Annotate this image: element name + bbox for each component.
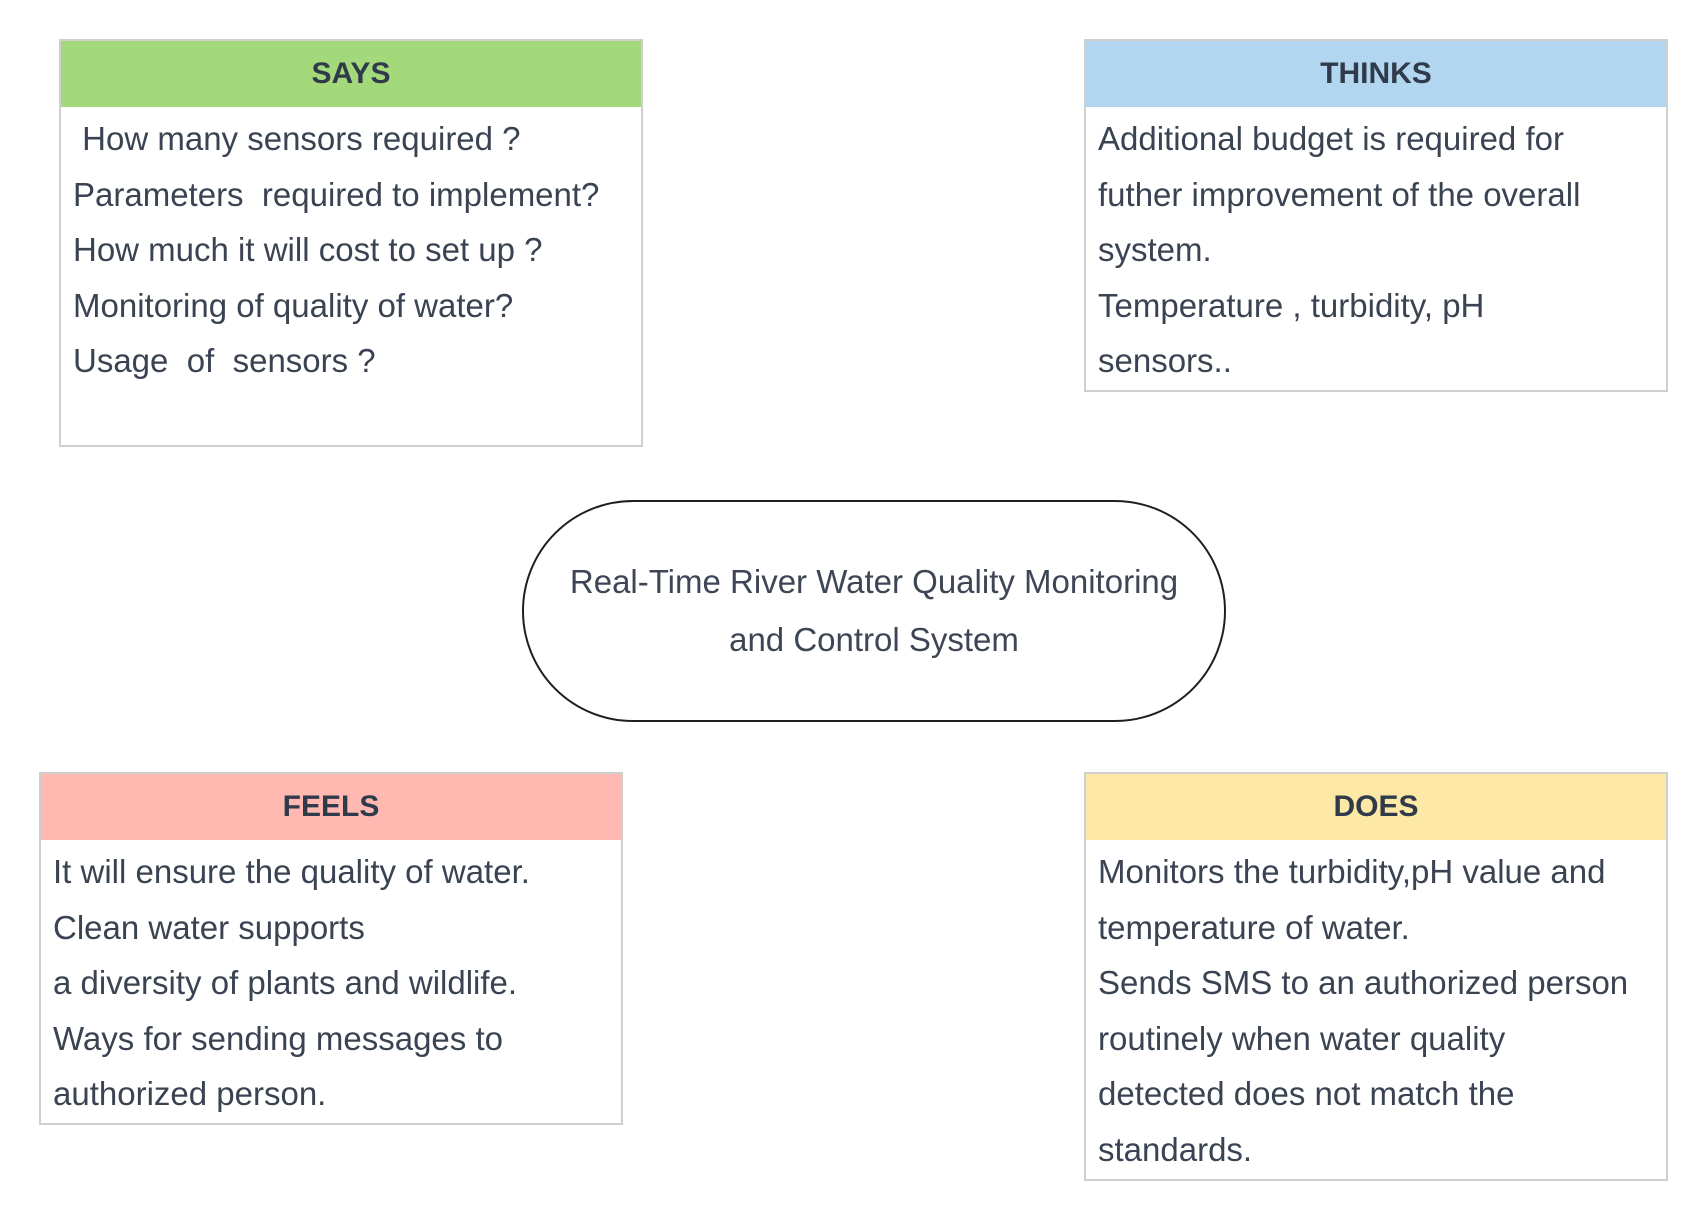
does-body: Monitors the turbidity,pH value and temp… [1086, 840, 1666, 1177]
center-topic-oval: Real-Time River Water Quality Monitoring… [522, 500, 1226, 722]
does-box: DOES Monitors the turbidity,pH value and… [1084, 772, 1668, 1181]
feels-body: It will ensure the quality of water. Cle… [41, 840, 621, 1122]
does-line: Monitors the turbidity,pH value and [1098, 853, 1606, 890]
says-box: SAYS How many sensors required ? Paramet… [59, 39, 643, 447]
says-line: Parameters required to implement? [73, 175, 600, 213]
feels-line: authorized person. [53, 1075, 327, 1112]
feels-line: a diversity of plants and wildlife. [53, 964, 518, 1001]
says-line: How many sensors required ? [73, 120, 521, 157]
says-line: Monitoring of quality of water? [73, 286, 514, 324]
feels-line: Clean water supports [53, 908, 365, 946]
does-line: routinely when water quality [1098, 1019, 1506, 1057]
thinks-line: futher improvement of the overall [1098, 175, 1581, 213]
does-header: DOES [1086, 774, 1666, 840]
feels-box: FEELS It will ensure the quality of wate… [39, 772, 623, 1125]
feels-header: FEELS [41, 774, 621, 840]
thinks-line: Additional budget is required for [1098, 120, 1564, 157]
feels-line: It will ensure the quality of water. [53, 853, 530, 890]
does-line: temperature of water. [1098, 908, 1410, 946]
says-header: SAYS [61, 41, 641, 107]
thinks-header: THINKS [1086, 41, 1666, 107]
thinks-line: Temperature , turbidity, pH [1098, 286, 1485, 324]
thinks-box: THINKS Additional budget is required for… [1084, 39, 1668, 392]
says-line: Usage of sensors ? [73, 342, 376, 379]
says-body: How many sensors required ? Parameters r… [61, 107, 641, 389]
center-topic-line: and Control System [729, 621, 1019, 658]
does-line: standards. [1098, 1130, 1253, 1168]
center-topic-line: Real-Time River Water Quality Monitoring [569, 563, 1179, 600]
feels-line: Ways for sending messages to [53, 1019, 503, 1057]
thinks-body: Additional budget is required for futher… [1086, 107, 1666, 389]
says-line: How much it will cost to set up ? [73, 231, 543, 268]
thinks-line: sensors.. [1098, 342, 1232, 379]
does-line: detected does not match the [1098, 1075, 1515, 1112]
does-line: Sends SMS to an authorized person [1098, 964, 1629, 1001]
thinks-line: system. [1098, 231, 1212, 268]
